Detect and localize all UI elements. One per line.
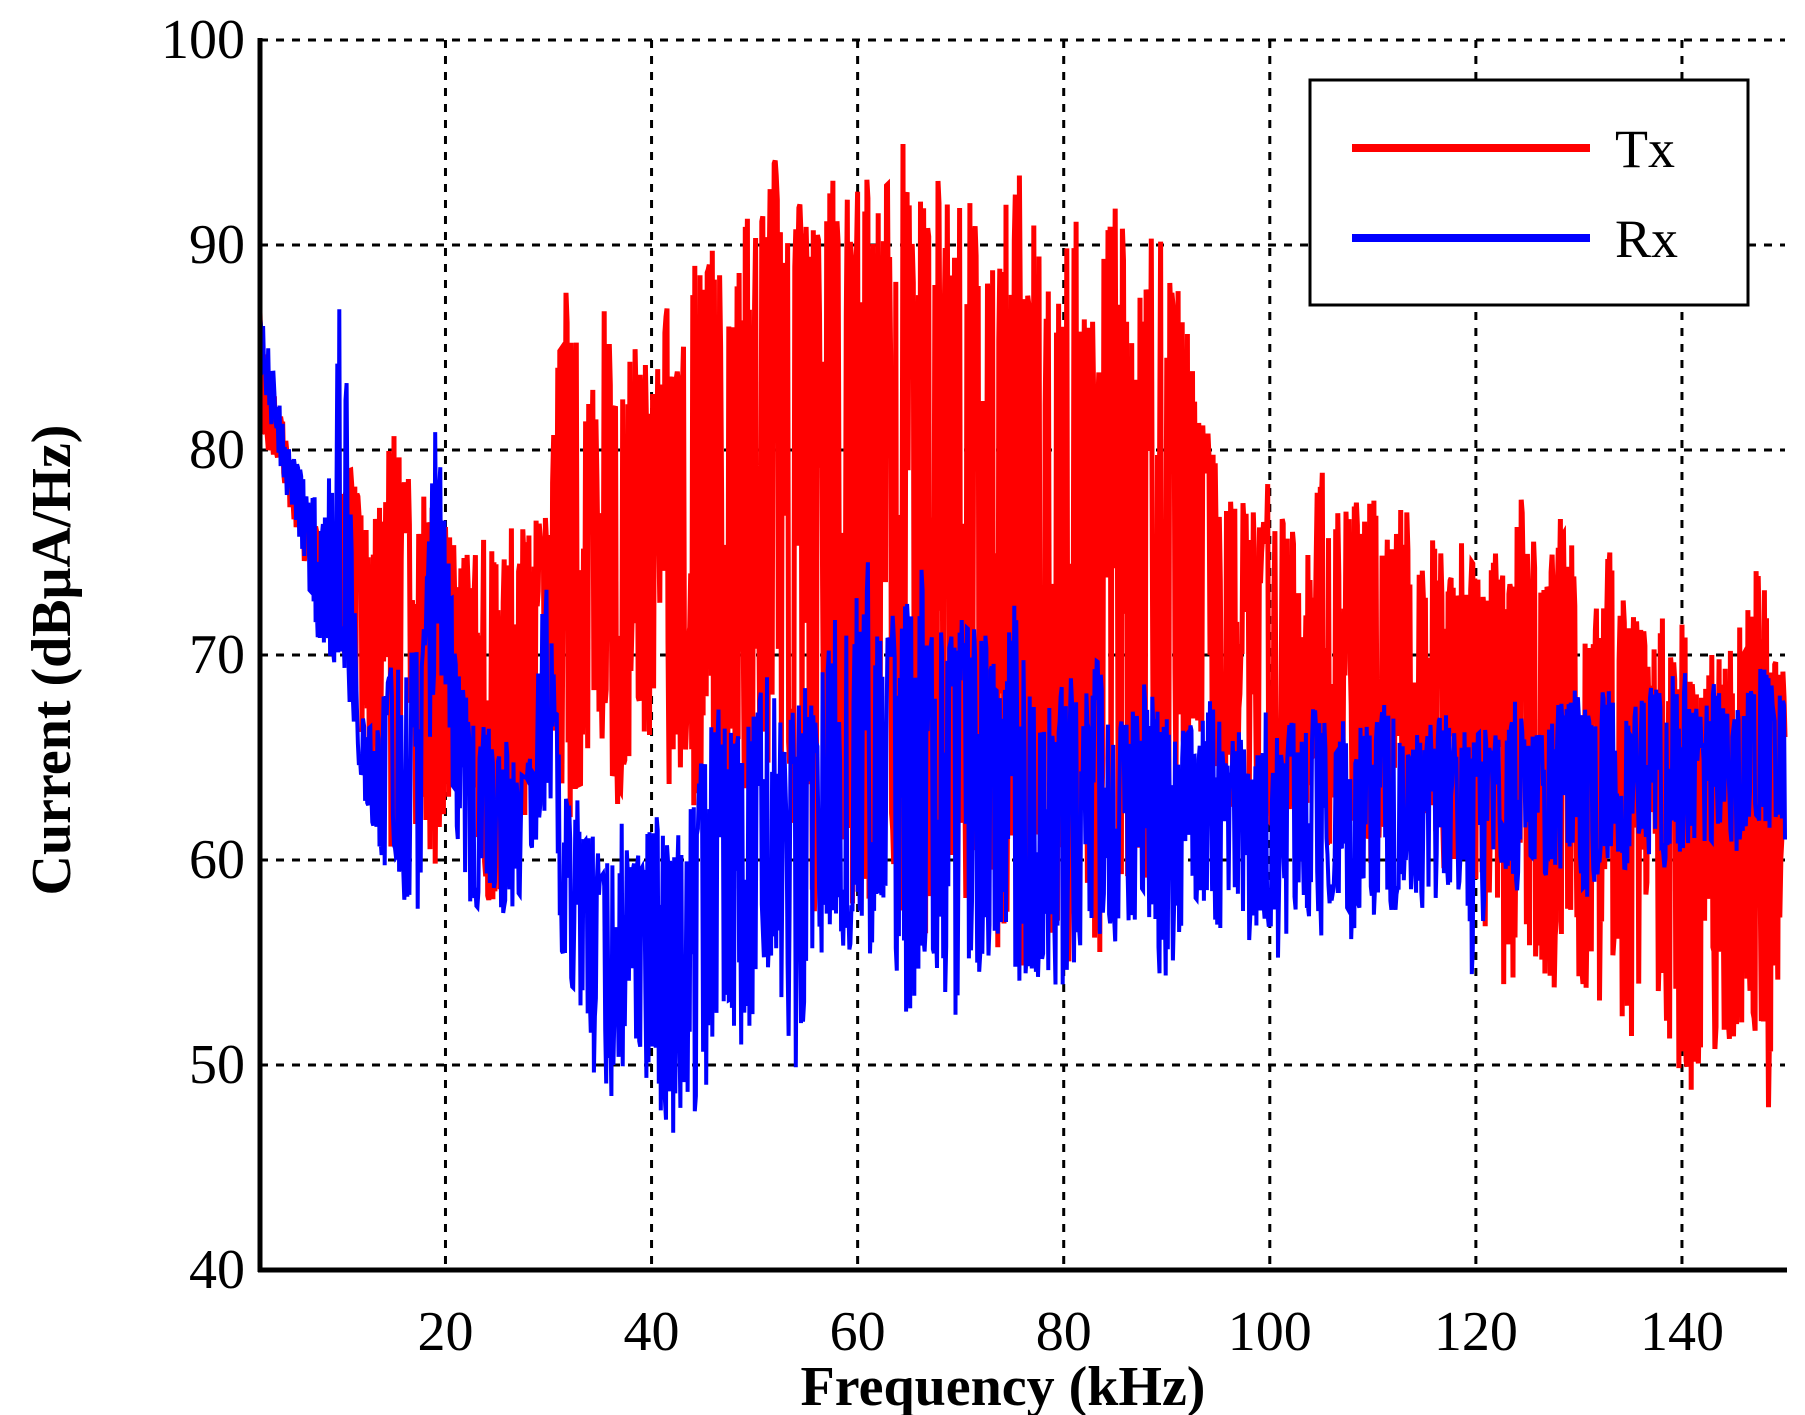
y-tick-label: 70 — [189, 624, 245, 686]
tick-labels: 20 40 60 80 100 120 140 40 50 60 70 80 90 100 — [161, 9, 1724, 1363]
y-tick-label: 100 — [161, 9, 245, 71]
x-tick-label: 100 — [1228, 1301, 1312, 1363]
legend-box — [1308, 78, 1750, 307]
series-group — [257, 143, 1788, 1133]
y-tick-label: 60 — [189, 829, 245, 891]
y-tick-label: 50 — [189, 1034, 245, 1096]
y-tick-label: 40 — [189, 1239, 245, 1301]
axes — [257, 38, 1787, 1273]
y-tick-label: 80 — [189, 419, 245, 481]
x-axis-label: Frequency (kHz) — [801, 1356, 1206, 1415]
legend-tx-label: Tx — [1615, 119, 1675, 179]
legend: Tx Rx — [1308, 78, 1750, 307]
x-tick-label: 140 — [1640, 1301, 1724, 1363]
y-axis-label: Current (dBμA/Hz) — [21, 425, 83, 896]
x-tick-label: 80 — [1036, 1301, 1092, 1363]
x-tick-label: 40 — [624, 1301, 680, 1363]
x-tick-label: 120 — [1434, 1301, 1518, 1363]
legend-rx-label: Rx — [1615, 209, 1678, 269]
y-tick-label: 90 — [189, 214, 245, 276]
x-tick-label: 20 — [417, 1301, 473, 1363]
series-rx-line — [258, 309, 1787, 1133]
x-tick-label: 60 — [830, 1301, 886, 1363]
